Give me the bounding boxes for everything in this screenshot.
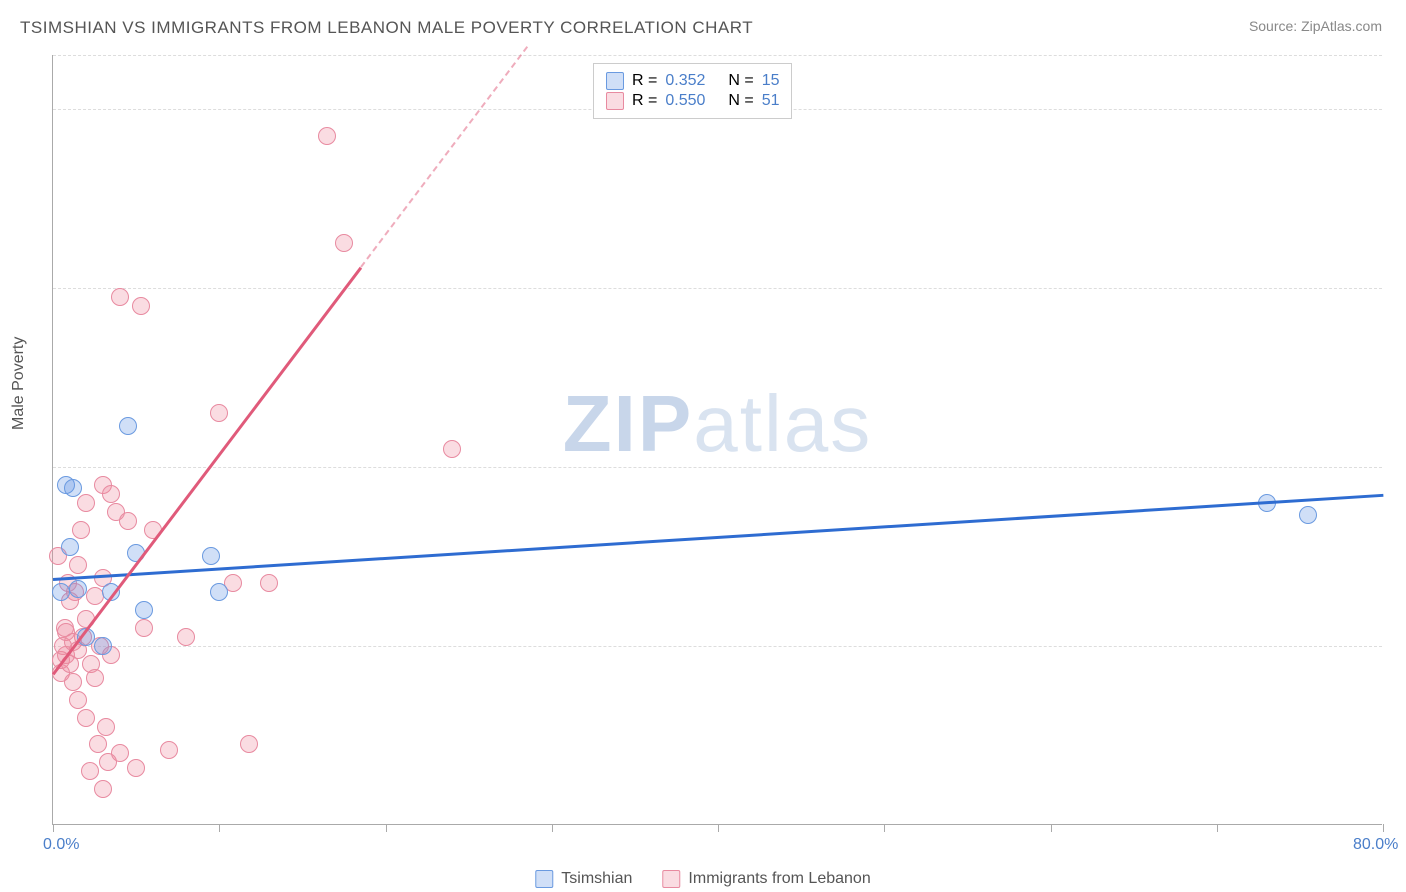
r-label: R = <box>632 72 657 90</box>
data-point <box>177 628 195 646</box>
swatch-tsimshian <box>535 870 553 888</box>
data-point <box>69 691 87 709</box>
n-value: 15 <box>762 72 780 90</box>
x-tick <box>386 824 387 832</box>
watermark-zip: ZIP <box>563 379 693 468</box>
legend-item-lebanon: Immigrants from Lebanon <box>662 870 870 888</box>
data-point <box>69 556 87 574</box>
x-tick-label: 0.0% <box>43 836 79 854</box>
n-label: N = <box>728 92 753 110</box>
data-point <box>119 512 137 530</box>
legend-label-lebanon: Immigrants from Lebanon <box>688 870 870 888</box>
data-point <box>64 479 82 497</box>
data-point <box>132 297 150 315</box>
x-tick <box>552 824 553 832</box>
x-tick <box>1051 824 1052 832</box>
x-tick <box>718 824 719 832</box>
legend-label-tsimshian: Tsimshian <box>561 870 632 888</box>
gridline-h <box>53 55 1382 56</box>
r-value: 0.550 <box>665 92 720 110</box>
data-point <box>86 587 104 605</box>
data-point <box>443 440 461 458</box>
trend-line-dashed <box>360 46 528 267</box>
r-value: 0.352 <box>665 72 720 90</box>
data-point <box>240 735 258 753</box>
swatch-icon <box>606 72 624 90</box>
chart-container: TSIMSHIAN VS IMMIGRANTS FROM LEBANON MAL… <box>0 0 1406 892</box>
data-point <box>210 404 228 422</box>
data-point <box>72 521 90 539</box>
data-point <box>77 494 95 512</box>
x-tick <box>1383 824 1384 832</box>
data-point <box>77 709 95 727</box>
watermark-atlas: atlas <box>693 379 872 468</box>
data-point <box>1299 506 1317 524</box>
data-point <box>318 127 336 145</box>
gridline-h <box>53 288 1382 289</box>
data-point <box>94 637 112 655</box>
data-point <box>86 669 104 687</box>
data-point <box>202 547 220 565</box>
stats-legend-row: R = 0.352 N = 15 <box>606 72 779 90</box>
chart-title: TSIMSHIAN VS IMMIGRANTS FROM LEBANON MAL… <box>20 18 753 38</box>
x-tick <box>53 824 54 832</box>
gridline-h <box>53 646 1382 647</box>
data-point <box>335 234 353 252</box>
bottom-legend: Tsimshian Immigrants from Lebanon <box>535 870 870 888</box>
data-point <box>102 485 120 503</box>
swatch-lebanon <box>662 870 680 888</box>
data-point <box>64 673 82 691</box>
source-label: Source: ZipAtlas.com <box>1249 18 1382 34</box>
data-point <box>97 718 115 736</box>
data-point <box>69 580 87 598</box>
plot-area: ZIPatlas 10.0%20.0%30.0%40.0%0.0%80.0%R … <box>52 55 1382 825</box>
data-point <box>52 583 70 601</box>
data-point <box>127 759 145 777</box>
data-point <box>89 735 107 753</box>
stats-legend: R = 0.352 N = 15 R = 0.550 N = 51 <box>593 63 792 119</box>
x-tick <box>219 824 220 832</box>
gridline-h <box>53 467 1382 468</box>
data-point <box>210 583 228 601</box>
x-tick <box>884 824 885 832</box>
stats-legend-row: R = 0.550 N = 51 <box>606 92 779 110</box>
data-point <box>135 601 153 619</box>
data-point <box>111 288 129 306</box>
legend-item-tsimshian: Tsimshian <box>535 870 632 888</box>
data-point <box>119 417 137 435</box>
data-point <box>61 538 79 556</box>
data-point <box>135 619 153 637</box>
n-label: N = <box>728 72 753 90</box>
watermark: ZIPatlas <box>563 378 872 470</box>
data-point <box>94 780 112 798</box>
x-tick <box>1217 824 1218 832</box>
swatch-icon <box>606 92 624 110</box>
data-point <box>160 741 178 759</box>
r-label: R = <box>632 92 657 110</box>
data-point <box>111 744 129 762</box>
data-point <box>81 762 99 780</box>
x-tick-label: 80.0% <box>1353 836 1398 854</box>
trend-line <box>52 267 362 675</box>
n-value: 51 <box>762 92 780 110</box>
trend-line <box>53 494 1383 581</box>
y-axis-label: Male Poverty <box>10 337 28 430</box>
data-point <box>260 574 278 592</box>
